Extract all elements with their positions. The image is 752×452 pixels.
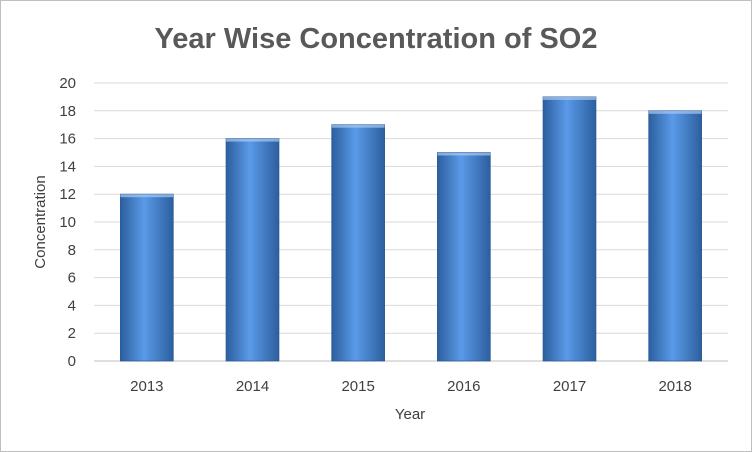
x-tick-label: 2015 <box>341 378 374 395</box>
bar-highlight <box>543 96 596 100</box>
y-axis-ticks: 0 2 4 6 8 10 12 14 16 18 20 <box>59 75 76 370</box>
y-tick-label: 2 <box>68 325 76 342</box>
gridlines <box>94 82 728 362</box>
y-tick-label: 20 <box>59 75 76 92</box>
y-tick-label: 8 <box>68 242 76 259</box>
y-tick-label: 6 <box>68 270 76 287</box>
x-tick-label: 2014 <box>236 378 269 395</box>
bar-highlight <box>120 194 174 198</box>
y-axis-label: Concentration <box>32 175 49 268</box>
chart-title: Year Wise Concentration of SO2 <box>155 23 598 55</box>
y-tick-label: 0 <box>68 353 76 370</box>
y-tick-label: 4 <box>68 297 76 314</box>
y-tick-label: 18 <box>59 103 76 120</box>
y-tick-label: 12 <box>59 186 76 203</box>
bar-2014 <box>225 138 280 362</box>
bar-2015 <box>331 124 385 362</box>
x-axis-label: Year <box>395 406 425 423</box>
x-axis-ticks: 2013 2014 2015 2016 2017 2018 <box>130 378 692 395</box>
y-tick-label: 10 <box>59 214 76 231</box>
x-tick-label: 2016 <box>447 378 480 395</box>
bar-2016 <box>437 152 491 362</box>
bar-2013 <box>120 193 174 362</box>
bar-2018 <box>648 110 702 362</box>
x-tick-label: 2018 <box>658 378 691 395</box>
bars <box>120 96 702 362</box>
x-tick-label: 2013 <box>130 378 163 395</box>
bar-highlight <box>331 124 385 128</box>
bar-2017 <box>542 96 597 362</box>
y-tick-label: 14 <box>59 158 76 175</box>
bar-highlight <box>226 138 279 142</box>
bar-highlight <box>437 152 491 156</box>
bar-highlight <box>648 110 702 114</box>
x-tick-label: 2017 <box>553 378 586 395</box>
y-tick-label: 16 <box>59 131 76 148</box>
